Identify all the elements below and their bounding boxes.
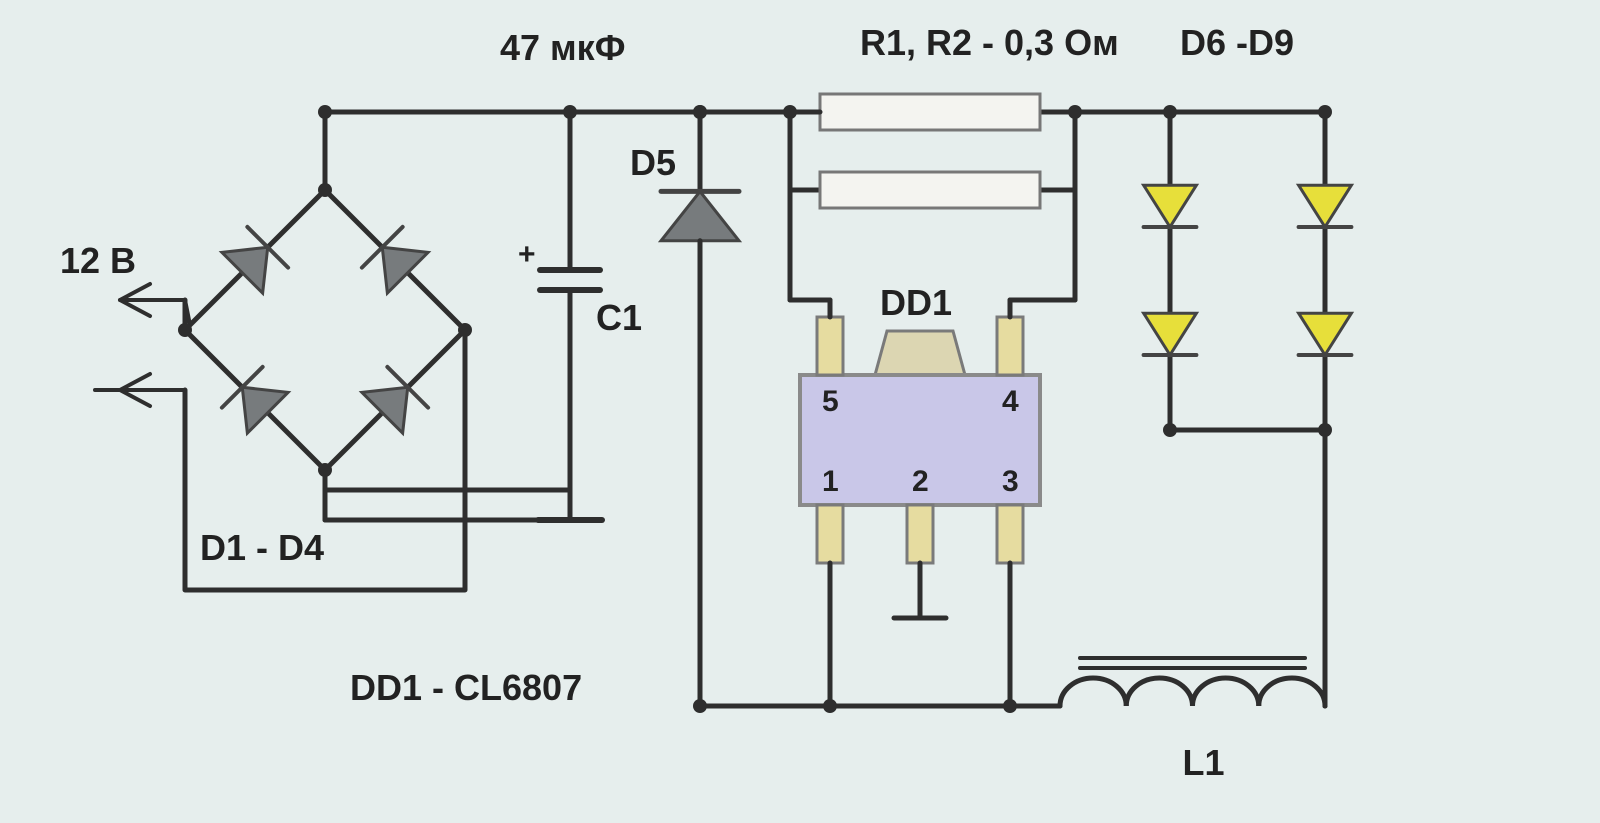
inductor-l1 [1060,650,1325,740]
bridge-rectifier [175,180,475,480]
diode-d5 [640,120,760,720]
resistor-r2 [820,172,1040,208]
input-terminals [60,240,210,420]
svg-text:L1: L1 [1183,742,1225,783]
ic-dd1 [790,305,1050,585]
leds-d6-d9 [1130,100,1380,460]
svg-text:47 мкФ: 47 мкФ [500,27,625,68]
svg-text:D6 -D9: D6 -D9 [1180,22,1294,63]
svg-text:R1, R2 - 0,3 Ом: R1, R2 - 0,3 Ом [860,22,1119,63]
resistor-r1 [820,94,1040,130]
capacitor-c1 [520,100,640,540]
svg-text:DD1 - CL6807: DD1 - CL6807 [350,667,582,708]
svg-text:D1 - D4: D1 - D4 [200,527,324,568]
